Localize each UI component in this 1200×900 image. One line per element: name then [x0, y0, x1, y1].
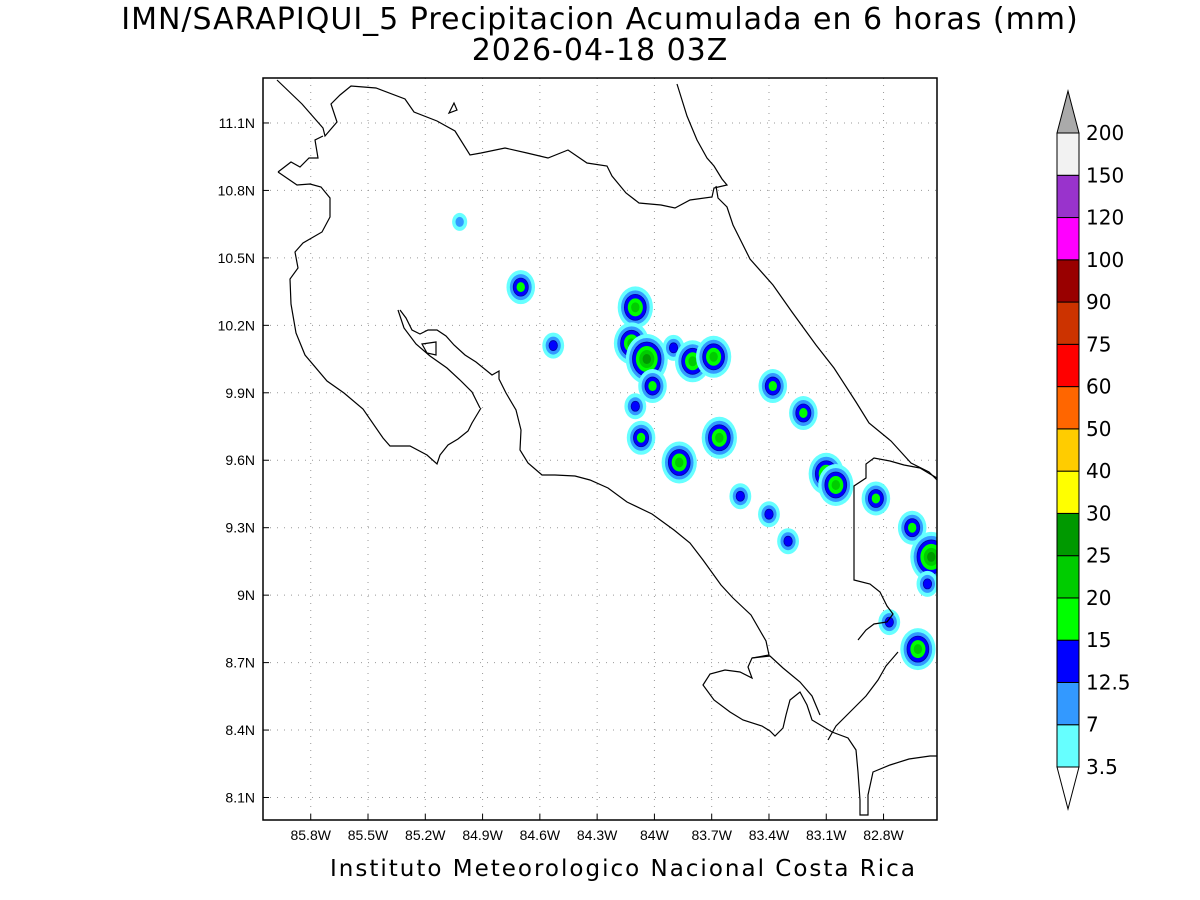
colorbar-level-label: 75 — [1086, 332, 1111, 356]
colorbar-level-label: 200 — [1086, 121, 1124, 145]
colorbar-level-label: 100 — [1086, 248, 1124, 272]
precip-cell-level-3 — [871, 493, 881, 504]
colorbar-level-label: 120 — [1086, 206, 1124, 230]
precip-cell-level-2 — [668, 342, 679, 354]
colorbar-swatch — [1056, 639, 1080, 683]
precip-cell-level-3 — [799, 408, 808, 419]
precip-cell-level-2 — [548, 340, 558, 351]
colorbar-level-label: 25 — [1086, 544, 1111, 568]
lat-tick-label: 8.7N — [225, 655, 255, 671]
colorbar-below-triangle — [1056, 766, 1080, 811]
colorbar-swatch — [1056, 681, 1080, 726]
map-subtitle-datetime: 2026-04-18 03Z — [471, 33, 729, 68]
precip-cell-level-4 — [631, 302, 640, 313]
colorbar-level-label: 20 — [1086, 586, 1111, 610]
lon-tick-label: 84.3W — [577, 827, 618, 843]
precip-cell-level-4 — [913, 644, 923, 655]
precip-cell-level-2 — [630, 400, 640, 412]
precip-cell-level-3 — [907, 522, 917, 533]
precip-cell-level-1 — [455, 216, 464, 227]
colorbar-level-label: 3.5 — [1086, 755, 1118, 779]
precip-cell-level-3 — [768, 381, 777, 392]
lon-tick-label: 83.7W — [691, 827, 732, 843]
lon-tick-label: 85.2W — [405, 827, 446, 843]
colorbar-level-label: 15 — [1086, 628, 1111, 652]
precip-cell-level-4 — [675, 457, 684, 468]
colorbar-swatch — [1056, 301, 1080, 345]
lon-tick-label: 83.1W — [806, 827, 847, 843]
colorbar-swatch — [1056, 428, 1080, 472]
lat-tick-label: 10.2N — [218, 317, 255, 333]
map-frame — [262, 77, 938, 821]
precip-cell-level-3 — [516, 282, 525, 293]
map-title: IMN/SARAPIQUI_5 Precipitacion Acumulada … — [121, 2, 1079, 37]
precip-cell-level-2 — [783, 535, 793, 547]
colorbar-level-label: 40 — [1086, 459, 1111, 483]
colorbar-swatch — [1056, 597, 1080, 641]
lat-tick-label: 9.6N — [225, 452, 255, 468]
north-border-pacific — [277, 135, 482, 466]
colorbar-swatch — [1056, 470, 1080, 514]
lon-tick-label: 85.5W — [348, 827, 389, 843]
colorbar-swatch — [1056, 259, 1080, 303]
coastline-borders — [276, 79, 937, 816]
lat-tick-label: 9N — [237, 587, 255, 603]
axis-ticks: 85.8W 85.5W 85.2W 84.9W 84.6W 84.3W 84W 83.7W 83… — [218, 115, 905, 843]
precipitation-field — [452, 212, 937, 671]
precip-cell-level-2 — [764, 508, 774, 520]
precip-cell-level-4 — [688, 356, 697, 367]
lat-tick-label: 11.1N — [219, 115, 255, 131]
nicaragua-lake-shore — [276, 79, 729, 209]
lat-tick-label: 9.3N — [225, 520, 255, 536]
lon-tick-label: 84.6W — [520, 827, 561, 843]
precip-cell-level-2 — [922, 578, 933, 590]
precip-cell-level-5 — [642, 354, 651, 365]
precip-cell-level-3 — [648, 381, 657, 392]
precip-cell-level-3 — [636, 432, 646, 443]
footer-credit: Instituto Meteorologico Nacional Costa R… — [330, 856, 917, 882]
lat-tick-label: 8.4N — [225, 722, 255, 738]
colorbar-level-label: 150 — [1086, 163, 1124, 187]
colorbar-swatch — [1056, 217, 1080, 261]
lat-tick-label: 10.8N — [218, 182, 255, 198]
golfo-dulce — [751, 651, 899, 741]
precip-cell-level-2 — [735, 490, 745, 502]
lon-tick-label: 83.4W — [749, 827, 790, 843]
panama-border — [853, 457, 937, 641]
precip-cell-level-4 — [831, 479, 841, 490]
precip-cell-level-4 — [715, 432, 724, 443]
lon-tick-label: 82.8W — [863, 827, 904, 843]
colorbar-swatch — [1056, 724, 1080, 768]
colorbar-level-label: 90 — [1086, 290, 1111, 314]
colorbar-swatch — [1056, 132, 1080, 176]
colorbar-swatch — [1056, 512, 1080, 557]
colorbar-level-label: 7 — [1086, 713, 1099, 737]
lat-tick-label: 8.1N — [225, 790, 255, 806]
colorbar: 3.5 7 12.5 15 20 25 30 40 50 60 75 90 100 120 150 200 — [1056, 89, 1131, 811]
precip-cell-level-5 — [927, 551, 936, 562]
colorbar-swatch — [1056, 174, 1080, 219]
colorbar-level-label: 60 — [1086, 375, 1111, 399]
colorbar-swatch — [1056, 343, 1080, 388]
colorbar-level-label: 50 — [1086, 417, 1111, 441]
colorbar-level-label: 30 — [1086, 501, 1111, 525]
colorbar-level-label: 12.5 — [1086, 670, 1131, 694]
colorbar-swatch — [1056, 555, 1080, 599]
lat-tick-label: 9.9N — [225, 385, 255, 401]
lat-tick-label: 10.5N — [218, 250, 255, 266]
map-gridlines — [263, 78, 937, 820]
colorbar-above-triangle — [1056, 89, 1080, 134]
nicoya-peninsula-inner — [397, 309, 481, 409]
lon-tick-label: 84W — [640, 827, 670, 843]
colorbar-swatch — [1056, 386, 1080, 430]
small-island — [447, 101, 458, 115]
gulf-of-nicoya — [399, 309, 937, 816]
precip-cell-level-4 — [709, 351, 718, 362]
lon-tick-label: 85.8W — [290, 827, 331, 843]
lon-tick-label: 84.9W — [462, 827, 503, 843]
caribbean-coastline — [715, 185, 937, 481]
